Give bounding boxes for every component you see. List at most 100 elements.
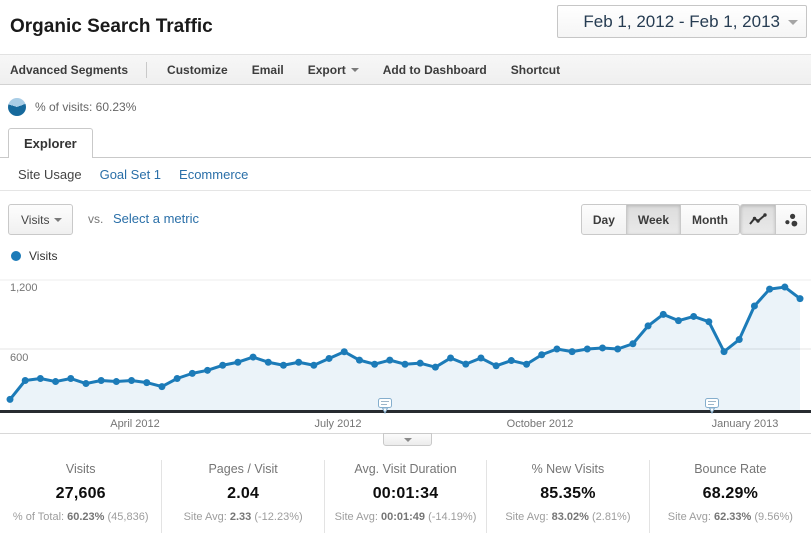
page-title: Organic Search Traffic bbox=[10, 16, 213, 37]
data-point[interactable] bbox=[295, 358, 303, 366]
data-point[interactable] bbox=[188, 369, 196, 377]
data-point[interactable] bbox=[690, 312, 698, 320]
data-point[interactable] bbox=[82, 380, 90, 388]
data-point[interactable] bbox=[310, 361, 318, 369]
stat-sub-paren: (-14.19%) bbox=[428, 511, 477, 523]
data-point[interactable] bbox=[629, 340, 637, 348]
data-point[interactable] bbox=[674, 317, 682, 325]
data-point[interactable] bbox=[720, 348, 728, 356]
stat-sub-paren: (9.56%) bbox=[754, 511, 793, 523]
subtab-goal-set-1[interactable]: Goal Set 1 bbox=[99, 166, 162, 182]
date-range-text: Feb 1, 2012 - Feb 1, 2013 bbox=[583, 11, 780, 31]
data-point[interactable] bbox=[523, 360, 531, 368]
data-point[interactable] bbox=[477, 354, 485, 362]
subtab-site-usage[interactable]: Site Usage bbox=[18, 166, 82, 182]
data-point[interactable] bbox=[492, 362, 500, 370]
data-point[interactable] bbox=[67, 375, 75, 383]
stat-sub-prefix: % of Total: bbox=[12, 511, 65, 523]
data-point[interactable] bbox=[234, 358, 242, 366]
data-point[interactable] bbox=[766, 285, 774, 293]
subtab-ecommerce[interactable]: Ecommerce bbox=[179, 166, 249, 182]
series-area-fill bbox=[10, 287, 800, 412]
data-point[interactable] bbox=[416, 359, 424, 367]
data-point[interactable] bbox=[204, 366, 211, 374]
vs-label: vs. bbox=[88, 212, 104, 226]
data-point[interactable] bbox=[6, 395, 14, 403]
data-point[interactable] bbox=[36, 375, 44, 383]
data-point[interactable] bbox=[447, 354, 455, 362]
data-point[interactable] bbox=[583, 345, 591, 353]
week-button[interactable]: Week bbox=[625, 204, 682, 235]
data-point[interactable] bbox=[264, 358, 272, 366]
stat-sub-prefix: Site Avg: bbox=[505, 511, 549, 523]
x-axis-tick-label: April 2012 bbox=[110, 418, 160, 430]
data-point[interactable] bbox=[371, 360, 379, 368]
data-point[interactable] bbox=[21, 377, 29, 384]
data-point[interactable] bbox=[386, 356, 394, 364]
data-point[interactable] bbox=[781, 283, 789, 291]
x-axis-labels: April 2012 July 2012 October 2012 January 2… bbox=[0, 415, 811, 433]
data-point[interactable] bbox=[158, 383, 166, 391]
stat-subline: Site Avg: 83.02% (2.81%) bbox=[487, 511, 648, 523]
tab-explorer[interactable]: Explorer bbox=[8, 128, 93, 158]
shortcut-button[interactable]: Shortcut bbox=[510, 62, 561, 77]
line-chart-button[interactable] bbox=[740, 204, 776, 235]
customize-button[interactable]: Customize bbox=[167, 62, 228, 77]
export-menu-button[interactable]: Export bbox=[296, 63, 371, 77]
data-point[interactable] bbox=[431, 363, 439, 371]
data-point[interactable] bbox=[462, 360, 470, 368]
data-point[interactable] bbox=[705, 318, 713, 326]
data-point[interactable] bbox=[401, 360, 409, 368]
data-point[interactable] bbox=[507, 357, 515, 365]
day-button[interactable]: Day bbox=[580, 204, 627, 235]
data-point[interactable] bbox=[97, 377, 105, 384]
motion-chart-button[interactable] bbox=[775, 204, 807, 235]
chart-type-button-group bbox=[740, 204, 807, 235]
data-point[interactable] bbox=[659, 310, 667, 318]
header: Organic Search Traffic Feb 1, 2012 - Feb… bbox=[0, 0, 811, 54]
stat-value: 85.35% bbox=[540, 485, 596, 502]
data-point[interactable] bbox=[279, 361, 287, 369]
data-point[interactable] bbox=[325, 354, 333, 362]
data-point[interactable] bbox=[52, 378, 60, 386]
annotation-marker-icon[interactable] bbox=[705, 398, 719, 414]
advanced-segments-button[interactable]: Advanced Segments bbox=[10, 62, 129, 77]
stat-label: Avg. Visit Duration bbox=[354, 462, 457, 476]
email-button[interactable]: Email bbox=[251, 62, 284, 77]
add-to-dashboard-button[interactable]: Add to Dashboard bbox=[382, 62, 487, 77]
select-a-metric-link[interactable]: Select a metric bbox=[113, 211, 199, 226]
data-point[interactable] bbox=[796, 295, 804, 303]
timeline-strip bbox=[0, 433, 811, 450]
data-point[interactable] bbox=[644, 322, 652, 330]
data-point[interactable] bbox=[219, 361, 227, 369]
chevron-down-icon bbox=[788, 20, 798, 25]
data-point[interactable] bbox=[112, 378, 120, 386]
caret-down-icon bbox=[54, 217, 63, 222]
stat-card-avg-visit-duration: Avg. Visit Duration 00:01:34 Site Avg: 0… bbox=[323, 460, 486, 533]
date-range-selector[interactable]: Feb 1, 2012 - Feb 1, 2013 bbox=[557, 5, 807, 38]
data-point[interactable] bbox=[599, 344, 606, 352]
stat-value: 68.29% bbox=[702, 485, 759, 502]
metric-dropdown[interactable]: Visits bbox=[8, 204, 74, 235]
summary-stats: Visits 27,606 % of Total: 60.23% (45,836… bbox=[0, 450, 811, 533]
timeline-collapse-button[interactable] bbox=[383, 433, 432, 446]
data-point[interactable] bbox=[538, 351, 546, 359]
data-point[interactable] bbox=[614, 345, 622, 353]
visits-legend-label: Visits bbox=[29, 248, 58, 263]
data-point[interactable] bbox=[249, 353, 257, 361]
month-button[interactable]: Month bbox=[680, 204, 740, 235]
granularity-button-group: Day Week Month bbox=[580, 204, 740, 235]
stat-sub-paren: (-12.23%) bbox=[254, 511, 303, 523]
annotation-marker-icon[interactable] bbox=[378, 398, 392, 414]
data-point[interactable] bbox=[568, 348, 576, 356]
data-point[interactable] bbox=[735, 336, 743, 344]
data-point[interactable] bbox=[173, 375, 181, 383]
x-axis-tick-label: July 2012 bbox=[314, 418, 362, 430]
data-point[interactable] bbox=[340, 348, 348, 356]
data-point[interactable] bbox=[750, 302, 758, 310]
data-point[interactable] bbox=[143, 379, 151, 387]
data-point[interactable] bbox=[355, 356, 363, 364]
data-point[interactable] bbox=[128, 377, 136, 384]
stat-card-visits: Visits 27,606 % of Total: 60.23% (45,836… bbox=[0, 460, 161, 533]
data-point[interactable] bbox=[553, 345, 561, 353]
